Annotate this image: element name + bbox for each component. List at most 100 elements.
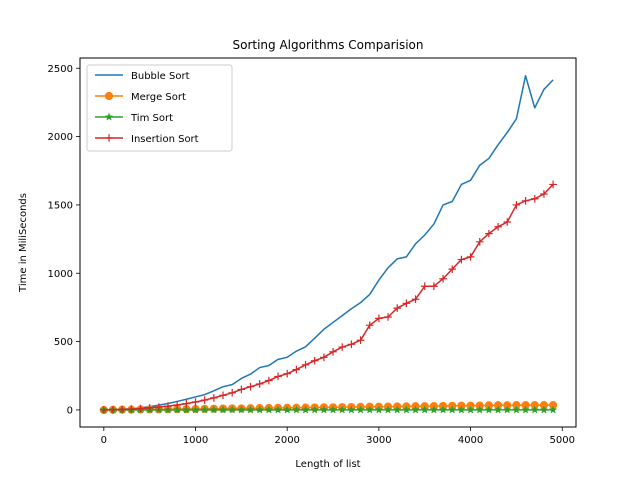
tim-sort-point — [493, 405, 503, 414]
insertion-sort-point — [292, 365, 301, 374]
insertion-sort-point — [118, 405, 126, 414]
y-tick-label: 500 — [54, 337, 73, 348]
insertion-sort-point — [191, 398, 200, 406]
insertion-sort-point — [384, 313, 392, 321]
tim-sort-point — [209, 405, 219, 414]
y-axis-label: Time in MiliSeconds — [18, 193, 29, 293]
insertion-sort-point — [411, 295, 420, 304]
tim-sort-point — [365, 405, 375, 414]
legend-bubble-sort-label: Bubble Sort — [131, 71, 190, 82]
insertion-sort-point — [439, 274, 447, 283]
y-ticks: 0 500 1000 1500 2000 2500 — [48, 64, 80, 416]
insertion-sort-point — [521, 197, 530, 205]
insertion-sort-point — [540, 190, 548, 198]
insertion-sort-point — [430, 282, 438, 291]
tim-sort-point — [383, 405, 393, 414]
tim-sort-point — [530, 405, 540, 414]
tim-sort-point — [292, 405, 301, 414]
x-ticks: 0 1000 2000 3000 4000 5000 — [101, 427, 575, 446]
tim-sort-point — [374, 405, 384, 414]
tim-sort-point — [301, 405, 310, 414]
insertion-sort-point — [365, 321, 374, 329]
insertion-sort-point — [127, 405, 136, 413]
insertion-sort-point — [301, 361, 310, 369]
tim-sort-point — [402, 405, 411, 414]
y-tick-label: 2500 — [48, 64, 73, 75]
tim-sort-point — [438, 405, 448, 414]
y-tick-label: 2000 — [48, 132, 73, 143]
insertion-sort-point — [200, 396, 209, 404]
tim-sort-point — [457, 405, 466, 414]
insertion-sort-point — [173, 401, 181, 409]
y-tick-label: 1500 — [48, 200, 73, 211]
insertion-sort-point — [356, 336, 365, 345]
tim-sort-point — [237, 405, 246, 414]
legend-merge-sort-marker — [104, 91, 114, 101]
tim-sort-point — [172, 405, 182, 414]
series-bubble-sort — [103, 75, 554, 411]
tim-sort-point — [182, 405, 191, 414]
tim-sort-point — [420, 405, 430, 414]
insertion-sort-point — [329, 348, 337, 356]
x-tick-label: 3000 — [366, 435, 391, 446]
insertion-sort-point — [375, 314, 383, 323]
chart-title: Sorting Algorithms Comparision — [233, 38, 424, 52]
legend-insertion-sort-marker — [105, 134, 113, 142]
legend-tim-sort-marker — [104, 112, 114, 121]
tim-sort-point — [191, 405, 200, 414]
tim-sort-point — [310, 405, 319, 414]
insertion-sort-point — [155, 403, 163, 411]
insertion-sort-point — [338, 343, 347, 351]
insertion-sort-point — [310, 356, 319, 365]
insertion-sort-point — [494, 222, 502, 231]
bubble-sort-line — [103, 75, 554, 411]
tim-sort-point — [356, 405, 365, 414]
insertion-sort-point — [100, 406, 108, 414]
insertion-sort-point — [283, 369, 292, 378]
insertion-sort-point — [255, 380, 264, 388]
tim-sort-point — [539, 405, 549, 414]
tim-sort-point — [273, 405, 283, 414]
y-tick-label: 1000 — [48, 269, 73, 280]
tim-sort-point — [466, 405, 475, 414]
insertion-sort-point — [246, 382, 255, 391]
insertion-sort-point — [475, 238, 484, 246]
x-tick-label: 4000 — [458, 435, 483, 446]
insertion-sort-point — [109, 405, 117, 414]
tim-sort-point — [502, 405, 512, 414]
x-axis-label: Length of list — [295, 459, 360, 470]
tim-sort-point — [337, 405, 347, 414]
tim-sort-point — [328, 405, 338, 414]
insertion-sort-point — [219, 391, 227, 400]
insertion-sort-point — [448, 265, 457, 273]
plot-frame — [79, 57, 577, 428]
tim-sort-point — [319, 405, 329, 414]
tim-sort-point — [264, 405, 274, 414]
tim-sort-point — [282, 405, 292, 414]
insertion-sort-point — [210, 394, 218, 402]
legend-merge-sort-label: Merge Sort — [131, 92, 186, 103]
insertion-sort-point — [136, 404, 145, 413]
legend-box — [86, 64, 233, 152]
insertion-sort-point — [347, 340, 356, 349]
legend-insertion-sort-label: Insertion Sort — [131, 134, 199, 145]
tim-sort-point — [447, 405, 457, 414]
tim-sort-point — [227, 405, 237, 414]
tim-sort-point — [411, 405, 420, 414]
insertion-sort-point — [466, 253, 475, 261]
legend: Bubble Sort Merge Sort Tim Sort Insertion S… — [86, 64, 233, 152]
insertion-sort-point — [393, 304, 402, 312]
x-tick-label: 0 — [101, 435, 107, 446]
insertion-sort-point — [274, 372, 282, 381]
tim-sort-point — [475, 405, 485, 414]
insertion-sort-point — [485, 229, 493, 238]
insertion-sort-point — [457, 255, 466, 264]
tim-sort-point — [347, 405, 356, 414]
insertion-sort-point — [237, 385, 246, 394]
series-layer — [99, 75, 558, 415]
legend-tim-sort-label: Tim Sort — [130, 113, 173, 124]
insertion-sort-point — [549, 180, 557, 189]
tim-sort-point — [521, 405, 530, 414]
series-insertion-sort — [100, 180, 557, 414]
